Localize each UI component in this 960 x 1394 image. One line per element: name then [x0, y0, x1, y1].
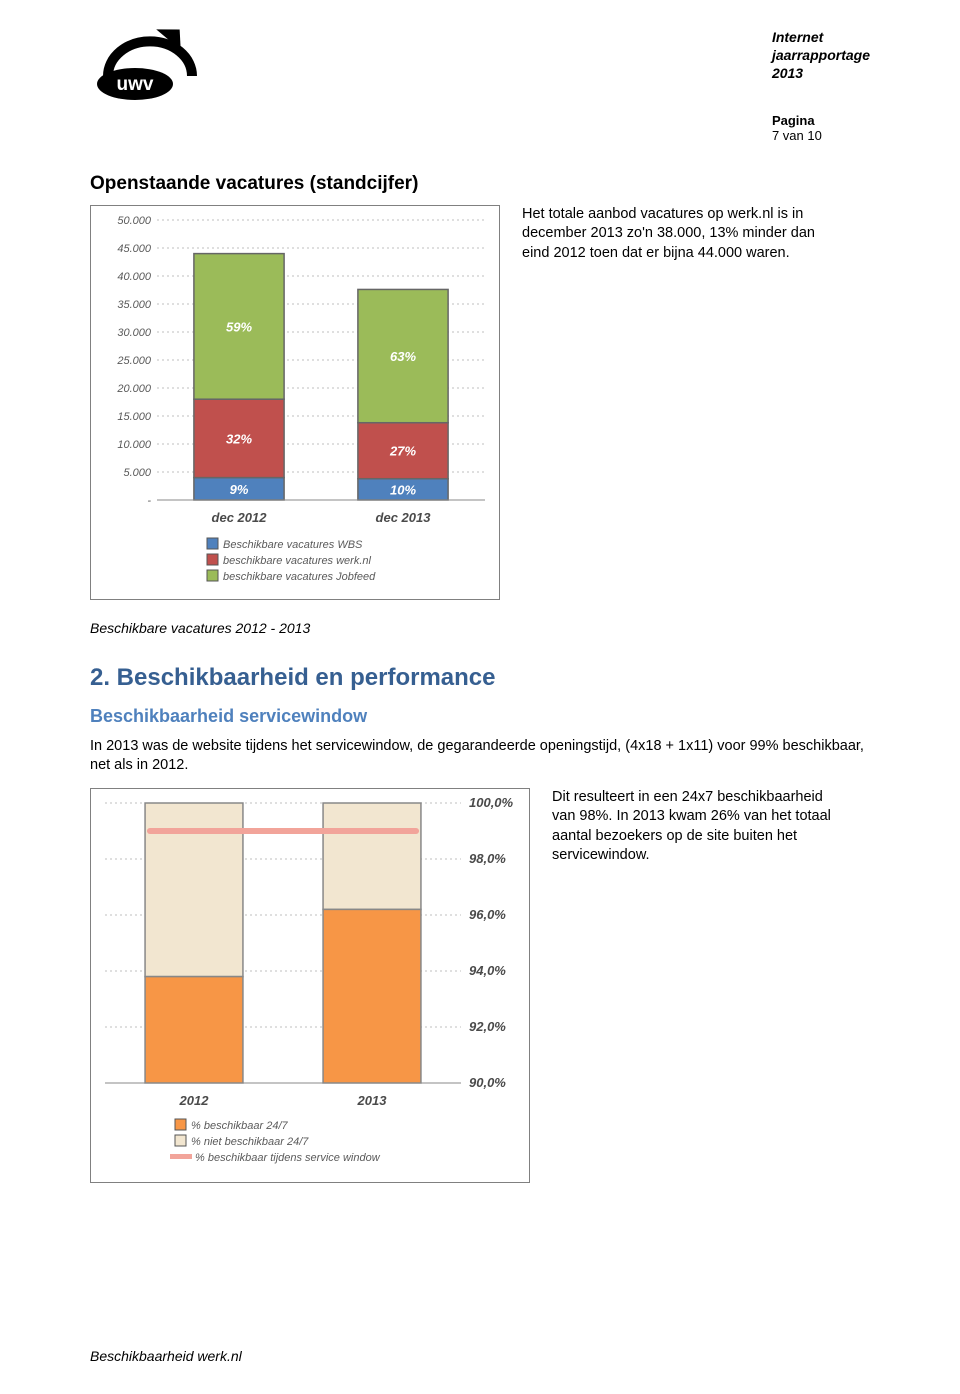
svg-text:96,0%: 96,0%	[469, 907, 506, 922]
svg-text:30.000: 30.000	[117, 327, 152, 339]
svg-text:beschikbare vacatures Jobfeed: beschikbare vacatures Jobfeed	[223, 571, 376, 583]
svg-text:50.000: 50.000	[117, 215, 152, 227]
svg-text:10%: 10%	[390, 482, 416, 497]
section1-paragraph: Het totale aanbod vacatures op werk.nl i…	[522, 205, 842, 264]
svg-text:2012: 2012	[179, 1093, 210, 1108]
svg-text:40.000: 40.000	[117, 271, 152, 283]
svg-text:% niet beschikbaar 24/7: % niet beschikbaar 24/7	[191, 1136, 309, 1148]
svg-text:35.000: 35.000	[117, 299, 152, 311]
svg-text:25.000: 25.000	[116, 355, 152, 367]
svg-text:98,0%: 98,0%	[469, 851, 506, 866]
svg-text:Beschikbare vacatures WBS: Beschikbare vacatures WBS	[223, 539, 363, 551]
section2-paragraph2: Dit resulteert in een 24x7 beschikbaarhe…	[552, 788, 832, 866]
svg-text:5.000: 5.000	[123, 467, 151, 479]
svg-text:-: -	[147, 495, 151, 507]
page-info: Pagina 7 van 10	[772, 113, 870, 143]
chart1-caption: Beschikbare vacatures 2012 - 2013	[90, 620, 870, 636]
footer-caption: Beschikbaarheid werk.nl	[90, 1348, 242, 1364]
doc-title-line1: Internet	[772, 28, 870, 46]
svg-text:dec 2012: dec 2012	[212, 510, 268, 525]
doc-title: Internet jaarrapportage 2013	[772, 28, 870, 83]
svg-text:10.000: 10.000	[117, 439, 152, 451]
svg-text:15.000: 15.000	[117, 411, 152, 423]
svg-text:63%: 63%	[390, 349, 416, 364]
page-value: 7 van 10	[772, 128, 822, 143]
section2-row: 90,0% 92,0% 94,0% 96,0% 98,0% 100,0% 2012 2013%…	[90, 788, 870, 1183]
svg-text:90,0%: 90,0%	[469, 1075, 506, 1090]
svg-text:92,0%: 92,0%	[469, 1019, 506, 1034]
chart1: - 5.000 10.000 15.000 20.000 25.000 30.000 35.0…	[95, 210, 495, 590]
svg-text:beschikbare vacatures werk.nl: beschikbare vacatures werk.nl	[223, 555, 372, 567]
svg-text:32%: 32%	[226, 431, 252, 446]
svg-text:20.000: 20.000	[116, 383, 152, 395]
section2-heading: 2. Beschikbaarheid en performance	[90, 664, 870, 692]
chart1-frame: - 5.000 10.000 15.000 20.000 25.000 30.000 35.0…	[90, 205, 500, 600]
section2-paragraph1: In 2013 was de website tijdens het servi…	[90, 737, 870, 776]
doc-title-line3: 2013	[772, 64, 870, 82]
svg-text:45.000: 45.000	[117, 243, 152, 255]
svg-text:59%: 59%	[226, 319, 252, 334]
svg-text:% beschikbaar tijdens service: % beschikbaar tijdens service window	[195, 1152, 381, 1164]
chart2: 90,0% 92,0% 94,0% 96,0% 98,0% 100,0% 2012 2013%…	[95, 793, 525, 1173]
section1-title: Openstaande vacatures (standcijfer)	[90, 173, 870, 195]
logo-text: uwv	[117, 74, 154, 95]
doc-title-line2: jaarrapportage	[772, 46, 870, 64]
svg-text:dec 2013: dec 2013	[376, 510, 432, 525]
svg-text:2013: 2013	[357, 1093, 388, 1108]
chart2-frame: 90,0% 92,0% 94,0% 96,0% 98,0% 100,0% 2012 2013%…	[90, 788, 530, 1183]
svg-text:94,0%: 94,0%	[469, 963, 506, 978]
svg-text:27%: 27%	[389, 443, 416, 458]
svg-text:% beschikbaar 24/7: % beschikbaar 24/7	[191, 1120, 288, 1132]
uwv-logo: uwv	[90, 28, 220, 102]
svg-text:100,0%: 100,0%	[469, 795, 514, 810]
page-label: Pagina	[772, 113, 815, 128]
svg-text:9%: 9%	[230, 481, 249, 496]
section1-row: - 5.000 10.000 15.000 20.000 25.000 30.000 35.0…	[90, 205, 870, 600]
header: uwv Internet jaarrapportage 2013 Pagina …	[90, 28, 870, 163]
section2-subheading: Beschikbaarheid servicewindow	[90, 706, 870, 727]
